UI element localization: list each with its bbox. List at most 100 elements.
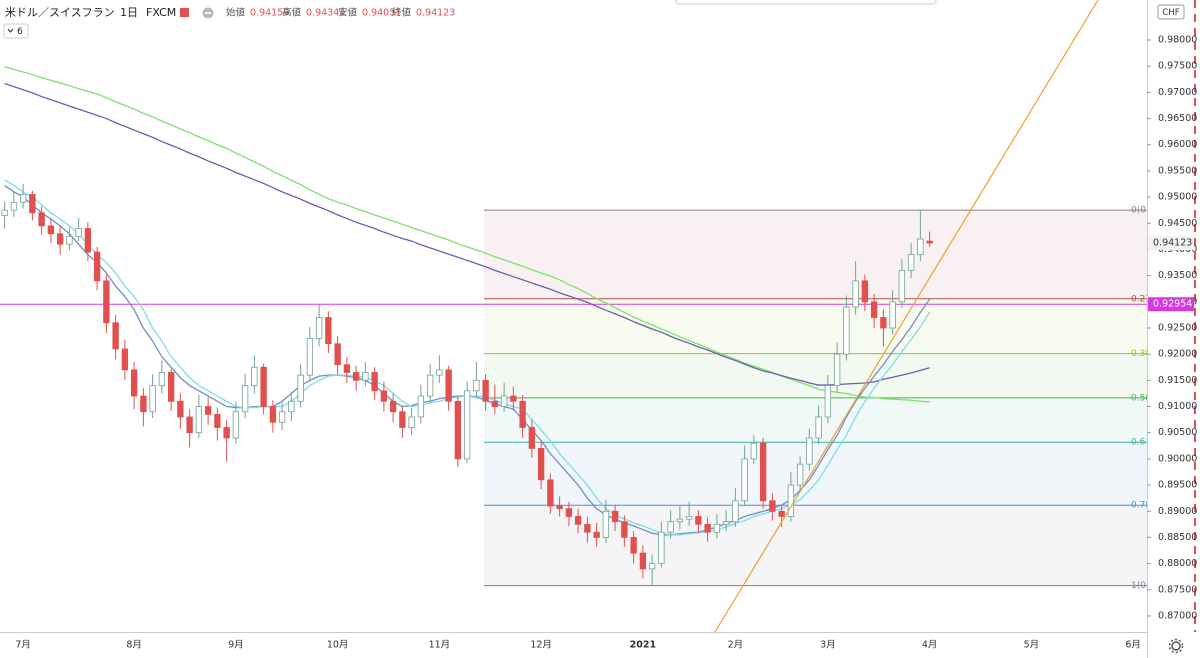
candle-body — [75, 228, 82, 237]
toolbar-popup — [675, 0, 937, 5]
fib-label: 1(0.87 — [1131, 581, 1160, 591]
fib-label: 0(0.94 — [1131, 206, 1161, 216]
close-value: 0.94123 — [416, 8, 455, 19]
candle-body — [611, 510, 619, 523]
candle-body — [722, 521, 730, 525]
y-tick-label: 0.92000 — [1158, 349, 1197, 360]
candle-body — [232, 411, 240, 439]
candle-body — [93, 251, 101, 282]
candle-body — [824, 385, 832, 418]
candle-body — [463, 390, 471, 460]
candle-body — [833, 353, 841, 386]
candle-body — [158, 372, 166, 386]
candle-body — [269, 406, 277, 423]
candle-body — [685, 516, 693, 520]
x-tick-label: 3月 — [820, 640, 836, 651]
candle-body — [500, 395, 508, 407]
candle-body — [602, 510, 610, 538]
candle-body — [787, 484, 795, 517]
open-label: 始値 — [226, 7, 246, 19]
x-tick-label: 11月 — [429, 640, 451, 651]
close-label: 終値 — [392, 7, 412, 19]
y-tick-label: 0.88500 — [1158, 532, 1197, 543]
candle-body — [399, 411, 406, 428]
candle-body — [130, 369, 138, 397]
candle-body — [713, 523, 721, 533]
candle-body — [121, 348, 129, 371]
candle-body — [325, 317, 332, 345]
candle-body — [214, 413, 221, 428]
fib-label: 0.236( — [1131, 294, 1160, 304]
candle-body — [38, 212, 45, 227]
y-tick-label: 0.89000 — [1158, 506, 1197, 517]
candle-body — [547, 479, 554, 507]
settings-icon[interactable] — [1171, 641, 1181, 651]
candle-body — [371, 372, 378, 392]
low-value: 0.94051 — [362, 8, 401, 19]
candle-body — [1, 209, 8, 216]
candle-body — [19, 194, 27, 203]
flag-icon[interactable] — [180, 8, 189, 17]
candle-body — [732, 500, 739, 523]
indicator-count: 6 — [17, 27, 23, 37]
candle-body — [140, 395, 147, 413]
candle-body — [741, 458, 748, 502]
candle-body — [667, 521, 674, 533]
fib-band — [484, 505, 1147, 586]
moving-average — [4, 82, 930, 386]
candle-body — [177, 400, 184, 418]
low-label: 安値 — [338, 7, 358, 19]
candle-body — [334, 343, 341, 366]
fib-label: 0.382( — [1131, 349, 1160, 359]
candle-body — [389, 400, 397, 413]
fib-band — [484, 442, 1147, 506]
indicator-toggle[interactable] — [3, 23, 29, 39]
currency: CHF — [1162, 8, 1179, 18]
last-price-box — [1148, 236, 1194, 251]
candle-body — [167, 372, 175, 402]
fib-band — [484, 298, 1147, 354]
y-tick-label: 0.96500 — [1158, 113, 1197, 124]
candle-body — [84, 228, 92, 253]
candle-body — [769, 500, 776, 512]
candle-body — [574, 516, 582, 525]
horizontal-line-price: 0.92954 — [1153, 299, 1192, 310]
candle-body — [260, 366, 267, 407]
fib-label: 0.786( — [1131, 501, 1160, 511]
candle-body — [482, 379, 489, 402]
x-tick-label: 9月 — [228, 640, 244, 651]
y-tick-label: 0.97500 — [1158, 61, 1197, 72]
x-tick-label: 4月 — [922, 640, 938, 651]
chevron-icon — [7, 28, 14, 33]
candle-body — [861, 280, 869, 303]
candle-body — [426, 374, 434, 397]
candle-body — [66, 235, 73, 245]
candle-body — [445, 369, 452, 402]
y-tick-label: 0.91000 — [1158, 401, 1197, 412]
candle-body — [852, 280, 859, 308]
x-tick-label: 2月 — [728, 640, 744, 651]
candle-body — [565, 508, 573, 517]
x-tick-label: 6月 — [1125, 640, 1141, 651]
candle-body — [676, 518, 684, 523]
candle-body — [10, 201, 18, 211]
y-tick-label: 0.89500 — [1158, 480, 1197, 491]
candle-body — [510, 395, 517, 402]
open-value: 0.94159 — [250, 8, 289, 19]
y-tick-label: 0.92500 — [1158, 322, 1197, 333]
candle-body — [112, 322, 119, 350]
y-tick-label: 0.87000 — [1158, 610, 1197, 621]
candle-body — [778, 510, 785, 517]
candle-body — [639, 552, 647, 570]
candle-body — [186, 416, 193, 434]
symbol: 米ドル／スイスフラン — [5, 6, 115, 19]
candle-body — [870, 301, 878, 318]
candle-body — [759, 442, 767, 502]
candle-body — [926, 240, 933, 244]
y-tick-label: 0.95500 — [1158, 165, 1197, 176]
candle-body — [251, 366, 258, 386]
candle-body — [815, 416, 822, 439]
candle-body — [408, 416, 415, 428]
y-tick-label: 0.91500 — [1158, 375, 1197, 386]
y-tick-label: 0.97000 — [1158, 87, 1197, 98]
